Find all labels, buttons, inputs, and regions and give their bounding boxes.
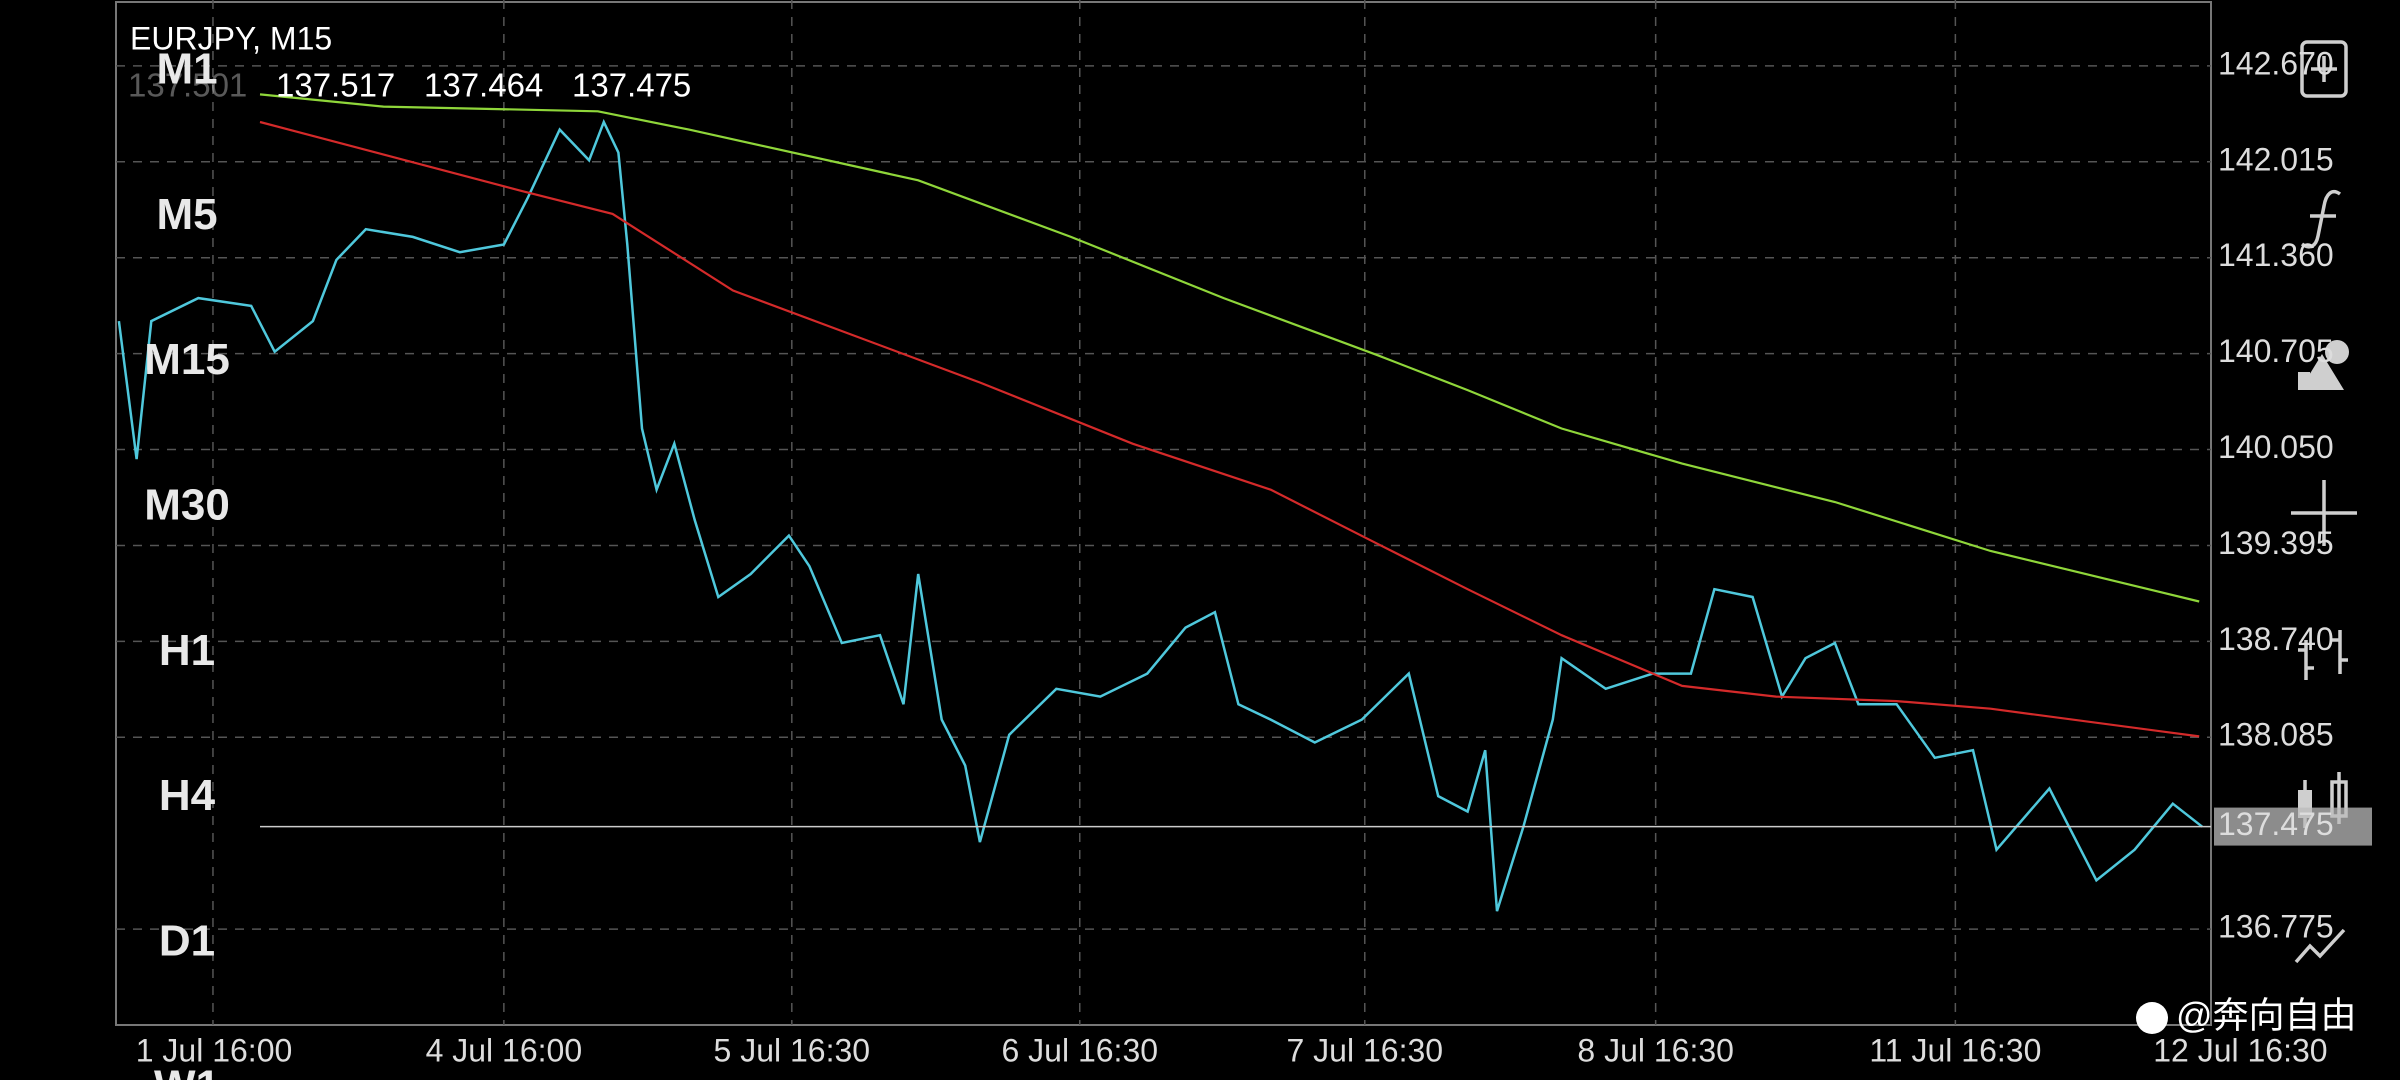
y-tick-label: 136.775 bbox=[2218, 909, 2334, 945]
x-tick-label: 4 Jul 16:00 bbox=[426, 1032, 583, 1068]
watermark-logo bbox=[2136, 1002, 2168, 1034]
current-price-label: 137.475 bbox=[2218, 806, 2334, 842]
timeframe-button[interactable]: H1 bbox=[159, 626, 215, 675]
line-chart-icon[interactable] bbox=[2294, 928, 2346, 964]
series-line bbox=[259, 120, 2200, 738]
icon-part bbox=[2298, 354, 2344, 390]
icon-part bbox=[2325, 340, 2349, 364]
plus-icon bbox=[2311, 56, 2337, 82]
bar-chart-icon[interactable] bbox=[2298, 630, 2348, 680]
x-tick-label: 8 Jul 16:30 bbox=[1577, 1032, 1734, 1068]
ohlc: 137.501 137.517 137.464 137.475 bbox=[128, 67, 691, 104]
y-tick-label: 139.395 bbox=[2218, 525, 2334, 561]
x-tick-label: 1 Jul 16:00 bbox=[136, 1032, 293, 1068]
crosshair-icon[interactable] bbox=[2291, 480, 2357, 546]
y-tick-label: 138.740 bbox=[2218, 621, 2334, 657]
ohlc-value: 137.501 bbox=[128, 67, 247, 104]
y-tick-label: 141.360 bbox=[2218, 237, 2334, 273]
toolbar[interactable] bbox=[2291, 40, 2357, 964]
ohlc-value: 137.517 bbox=[276, 67, 395, 104]
timeframe-button[interactable]: M15 bbox=[144, 335, 230, 384]
marks bbox=[117, 93, 2211, 912]
timeframe-button[interactable]: M30 bbox=[144, 481, 230, 530]
current-price-box bbox=[2214, 807, 2372, 846]
indicator-icon[interactable] bbox=[2300, 189, 2342, 249]
x-tick-label: 7 Jul 16:30 bbox=[1286, 1032, 1443, 1068]
series-line bbox=[117, 118, 2203, 912]
new-order-icon[interactable] bbox=[2300, 40, 2348, 98]
timeframe-button[interactable]: D1 bbox=[159, 916, 215, 965]
y-tick-label: 138.085 bbox=[2218, 717, 2334, 753]
watermark: @奔向自由 bbox=[2136, 995, 2357, 1036]
timeframe-button[interactable]: H4 bbox=[159, 771, 216, 820]
timeframes: M1 M5 M15 M30 H1 H4 D1 W1 bbox=[144, 45, 230, 1080]
x-tick-label: 11 Jul 16:30 bbox=[1869, 1032, 2041, 1068]
y-tick-label: 142.670 bbox=[2218, 45, 2334, 81]
plot-frame bbox=[115, 1, 2212, 1026]
x-tick-label: 5 Jul 16:30 bbox=[714, 1032, 871, 1068]
x-tick-label: 12 Jul 16:30 bbox=[2153, 1032, 2327, 1068]
y-tick-label: 140.705 bbox=[2218, 333, 2334, 369]
series-line bbox=[259, 93, 2200, 603]
objects-icon[interactable] bbox=[2298, 340, 2349, 390]
grid bbox=[116, 0, 2211, 1025]
watermark-text: @奔向自由 bbox=[2176, 995, 2357, 1036]
ohlc-value: 137.475 bbox=[572, 67, 691, 104]
y-tick-label: 142.015 bbox=[2218, 141, 2334, 177]
timeframe-button[interactable]: W1 bbox=[154, 1062, 220, 1080]
timeframe-button[interactable]: M5 bbox=[156, 190, 217, 239]
timeframe-button[interactable]: M1 bbox=[156, 45, 217, 94]
x-tick-label: 6 Jul 16:30 bbox=[1001, 1032, 1158, 1068]
y-tick-label: 140.050 bbox=[2218, 429, 2334, 465]
ohlc-value: 137.464 bbox=[424, 67, 543, 104]
chart-title: EURJPY, M15 bbox=[130, 20, 332, 56]
